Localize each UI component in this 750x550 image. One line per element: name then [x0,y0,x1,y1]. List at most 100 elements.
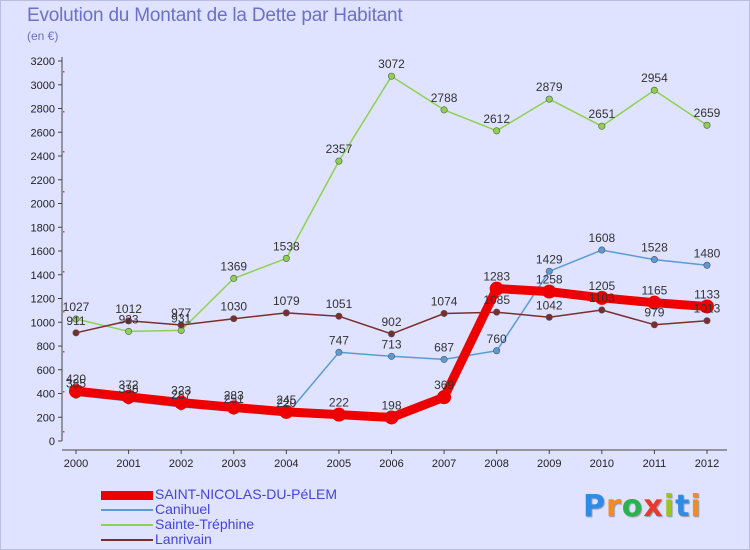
minor-tick-mark [63,391,65,393]
data-label: 1042 [536,298,563,312]
minor-tick-mark [63,431,65,433]
data-point [545,267,553,275]
y-tick-label: 3000 [31,80,55,92]
data-label: 1051 [326,297,353,311]
logo-letter: P [583,489,606,524]
data-label: 1030 [220,300,247,314]
y-tick-label: 2000 [31,199,55,211]
data-point [703,317,711,325]
data-label: 1079 [273,294,300,308]
data-point [650,86,658,94]
x-tick-label: 2001 [116,458,140,470]
data-label: 977 [171,306,191,320]
data-label: 2651 [588,107,615,121]
y-tick-label: 1600 [31,246,55,258]
data-point [703,261,711,269]
data-point [69,384,83,399]
data-label: 747 [329,333,349,347]
data-point [72,329,80,337]
y-tick-label: 0 [49,436,55,448]
data-point [440,106,448,114]
data-label: 220 [276,396,296,410]
legend-label: Lanrivain [155,531,212,547]
y-tick-label: 2800 [31,104,55,116]
x-tick-label: 2000 [64,458,88,470]
axes: 0 200 400 600 800 1000 1200 1400 1600 1800 2000 220… [31,56,727,470]
data-point [177,321,185,329]
data-label: 1283 [483,270,510,284]
data-point [174,395,189,410]
data-point [440,309,448,317]
data-label: 1027 [63,300,90,314]
data-label: 1369 [220,259,247,273]
x-tick-label: 2007 [432,458,456,470]
data-point [226,400,241,415]
data-point [493,127,501,135]
minor-tick-mark [63,231,65,233]
data-label: 1103 [589,291,615,305]
chart-title: Evolution du Montant de la Dette par Hab… [27,5,403,26]
data-label: 1012 [115,302,142,316]
logo-letter: i [663,489,676,524]
data-point [650,256,658,264]
y-tick-label: 400 [37,389,55,401]
y-tick-label: 1400 [31,270,55,282]
x-tick-label: 2004 [274,458,298,470]
y-tick-label: 1200 [31,294,55,306]
data-label: 979 [644,306,664,320]
data-point [594,290,609,305]
data-point [387,330,395,338]
x-tick-label: 2005 [327,458,351,470]
logo-letter: t [675,489,691,524]
data-label: 911 [66,314,85,328]
data-label: 420 [66,372,86,386]
data-label: 2879 [536,80,563,94]
data-label: 1480 [694,246,721,260]
data-point [703,121,711,129]
data-point [440,355,448,363]
series-layer [69,72,714,425]
data-label: 2612 [483,112,510,126]
data-label: 372 [119,378,139,392]
data-label: 1074 [431,294,458,308]
legend-label: SAINT-NICOLAS-DU-PéLEM [155,486,338,502]
data-point [647,295,662,310]
data-point [598,306,606,314]
data-label: 1205 [588,279,615,293]
data-point [545,95,553,103]
data-label: 1133 [694,287,720,301]
minor-tick-mark [63,311,65,313]
data-label: 1538 [273,239,300,253]
data-label: 2659 [694,106,721,120]
data-point [125,327,133,335]
data-point [230,315,238,323]
data-labels: 420 372 323 283 245 222 198 369 1283 1258 1205 1165… [63,57,721,412]
data-label: 760 [487,332,507,346]
data-point [125,317,133,325]
data-label: 283 [224,388,244,402]
legend-swatch [101,509,153,511]
y-tick-label: 2600 [31,127,55,139]
data-label: 369 [434,378,454,392]
data-point [598,246,606,254]
data-label: 931 [171,311,191,325]
data-point [335,312,343,320]
data-point [230,274,238,282]
data-label: 1528 [641,241,668,255]
data-point [489,281,504,296]
data-point [545,313,553,321]
data-point [335,348,343,356]
data-label: 222 [329,396,349,410]
y-tick-label: 2400 [31,151,55,163]
x-tick-label: 2011 [643,458,667,470]
legend-swatch [101,539,153,541]
y-tick-label: 3200 [31,56,55,68]
data-point [542,284,557,299]
proxiti-logo: Proxiti [583,489,702,524]
data-label: 1608 [588,231,615,245]
data-point [650,321,658,329]
y-tick-label: 200 [37,412,55,424]
x-tick-label: 2009 [537,458,561,470]
